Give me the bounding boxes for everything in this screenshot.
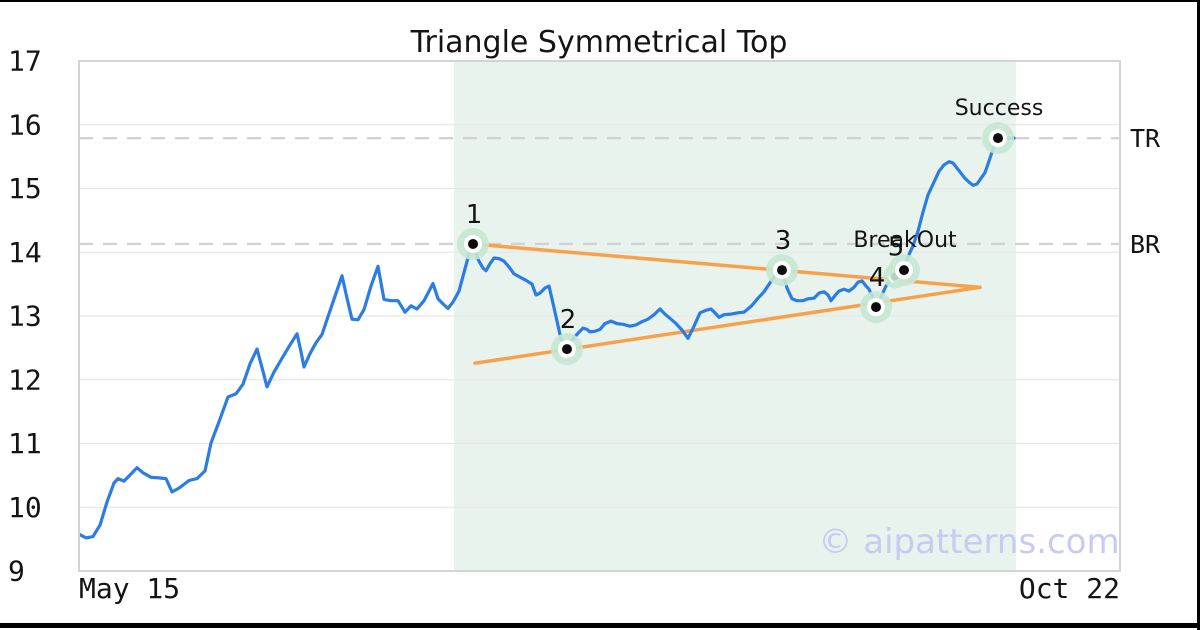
level-label-tr: TR bbox=[1130, 124, 1161, 153]
y-tick-label: 17 bbox=[8, 45, 42, 78]
annotation-label-5: 5 bbox=[888, 232, 905, 262]
target-breakout-levels: TR BR bbox=[79, 124, 1161, 259]
x-tick-start-date: May 15 bbox=[79, 572, 180, 605]
annotation-label-success: Success bbox=[955, 96, 1044, 121]
level-label-br: BR bbox=[1130, 230, 1161, 259]
x-tick-end-date: Oct 22 bbox=[1019, 572, 1120, 605]
plot-border bbox=[78, 60, 1121, 572]
chart-title: Triangle Symmetrical Top bbox=[410, 25, 788, 60]
y-tick-label: 16 bbox=[8, 108, 42, 141]
y-tick-label: 9 bbox=[8, 555, 25, 588]
marker-point-2 bbox=[551, 333, 583, 366]
y-tick-label: 10 bbox=[8, 491, 42, 524]
watermark: © aipatterns.com bbox=[818, 522, 1119, 562]
marker-point-breakout bbox=[888, 254, 920, 287]
marker-point-3 bbox=[766, 254, 798, 287]
annotation-label-breakout: BreakOut bbox=[853, 228, 957, 253]
annotation-label-4: 4 bbox=[869, 263, 886, 293]
annotation-label-3: 3 bbox=[775, 226, 792, 256]
annotation-label-1: 1 bbox=[466, 200, 483, 230]
marker-core bbox=[899, 265, 909, 276]
pattern-markers bbox=[457, 122, 1014, 366]
y-tick-label: 13 bbox=[8, 300, 42, 333]
marker-core bbox=[993, 133, 1003, 144]
marker-point-1 bbox=[457, 227, 489, 260]
y-tick-label: 12 bbox=[8, 363, 42, 396]
y-axis-tick-labels: 17 16 15 14 13 12 11 10 9 bbox=[8, 45, 42, 588]
marker-core bbox=[777, 265, 787, 276]
y-tick-label: 11 bbox=[8, 427, 42, 460]
marker-core bbox=[871, 302, 881, 313]
marker-point-success bbox=[982, 122, 1014, 155]
marker-core bbox=[562, 344, 572, 355]
annotation-label-2: 2 bbox=[560, 305, 577, 335]
figure-border-top bbox=[0, 0, 1200, 2]
y-tick-label: 15 bbox=[8, 172, 42, 205]
figure-border-right bbox=[1197, 0, 1200, 630]
figure-border-bottom bbox=[0, 623, 1200, 628]
marker-core bbox=[468, 238, 478, 249]
y-tick-label: 14 bbox=[8, 236, 42, 269]
marker-point-4 bbox=[860, 291, 892, 324]
